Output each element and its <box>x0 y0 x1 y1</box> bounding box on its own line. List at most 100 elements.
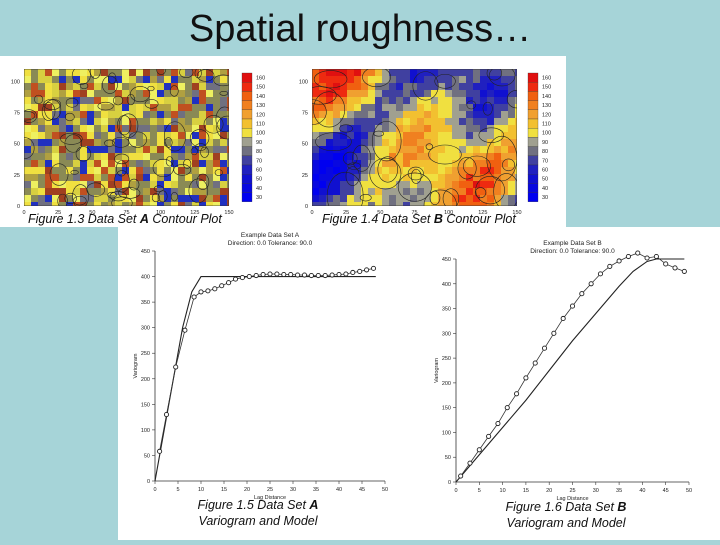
y-tick-label: 450 <box>141 249 150 255</box>
legend-swatch <box>241 109 253 120</box>
data-point <box>569 303 576 309</box>
legend-swatch <box>241 155 253 166</box>
contour-y-tick: 75 <box>302 111 308 117</box>
y-tick-label: 100 <box>442 430 451 436</box>
contour-x-tick: 150 <box>224 210 233 216</box>
y-tick-label: 150 <box>141 402 150 408</box>
contour-x-tick: 150 <box>512 210 521 216</box>
contour-x-tick: 75 <box>123 210 129 216</box>
data-point <box>182 327 188 333</box>
x-tick-label: 10 <box>198 487 204 493</box>
figure-caption-1-5: Figure 1.5 Data Set A Variogram and Mode… <box>197 498 319 528</box>
data-point <box>597 271 604 277</box>
contour-y-tick: 100 <box>299 79 308 85</box>
chart-subtitle: Direction: 0.0 Tolerance: 90.0 <box>228 240 313 247</box>
legend-label: 150 <box>256 85 265 91</box>
figure-caption-1-3: Figure 1.3 Data Set A Contour Plot <box>28 212 222 226</box>
y-tick-label: 50 <box>445 455 451 461</box>
data-point <box>607 263 613 269</box>
contour-x-tick: 125 <box>190 210 199 216</box>
x-tick-label: 40 <box>336 487 342 493</box>
legend-label: 40 <box>542 186 548 192</box>
data-point <box>357 268 363 274</box>
contour-plot-b <box>312 69 517 206</box>
legend-label: 150 <box>542 85 551 91</box>
data-point <box>616 258 622 264</box>
legend-label: 30 <box>542 195 548 201</box>
data-point <box>551 330 557 336</box>
contour-x-tick: 0 <box>22 210 25 216</box>
y-tick-label: 400 <box>442 282 451 288</box>
legend-label: 110 <box>256 122 265 128</box>
variogram-panel: Example Data Set A Direction: 0.0 Toleran… <box>118 227 720 540</box>
figure-caption-1-4: Figure 1.4 Data Set B Contour Plot <box>322 212 516 226</box>
legend-label: 140 <box>256 94 265 100</box>
data-point <box>274 271 280 277</box>
data-point <box>191 294 197 300</box>
data-point <box>504 405 510 411</box>
legend-label: 130 <box>256 103 265 109</box>
data-point <box>579 291 585 297</box>
data-line <box>159 267 374 452</box>
contour-x-tick: 25 <box>55 210 61 216</box>
legend-label: 50 <box>542 177 548 183</box>
legend-label: 100 <box>542 131 551 137</box>
x-tick-label: 35 <box>313 487 319 493</box>
x-tick-label: 30 <box>290 487 296 493</box>
legend-swatch <box>527 109 539 120</box>
contour-y-tick: 50 <box>14 142 20 148</box>
data-point <box>163 412 170 418</box>
legend-swatch <box>527 174 539 184</box>
data-point <box>350 269 356 276</box>
data-point <box>288 271 294 278</box>
y-tick-label: 200 <box>442 381 451 387</box>
data-point <box>239 275 245 281</box>
legend-label: 70 <box>256 158 262 164</box>
x-tick-label: 45 <box>359 487 365 493</box>
x-tick-label: 35 <box>616 488 622 494</box>
legend-swatch <box>527 91 539 101</box>
data-point <box>212 286 218 292</box>
legend-swatch <box>527 137 539 147</box>
data-point <box>467 460 473 466</box>
data-point <box>653 253 659 260</box>
y-tick-label: 0 <box>147 479 150 485</box>
legend-swatch <box>241 82 253 92</box>
x-tick-label: 50 <box>686 488 692 494</box>
data-point <box>246 274 252 280</box>
data-point <box>315 272 321 279</box>
legend-swatch <box>527 155 539 166</box>
legend-swatch <box>241 146 253 156</box>
contour-x-tick: 100 <box>444 210 453 216</box>
y-tick-label: 450 <box>442 257 451 263</box>
data-point <box>301 272 308 278</box>
slide-title: Spatial roughness… <box>188 8 532 50</box>
x-tick-label: 25 <box>569 488 575 494</box>
model-line <box>154 276 376 482</box>
data-point <box>523 375 529 381</box>
y-tick-label: 250 <box>141 351 150 357</box>
legend-swatch <box>241 91 253 101</box>
legend-label: 50 <box>256 177 262 183</box>
data-point <box>267 271 273 277</box>
x-tick-label: 45 <box>663 488 669 494</box>
data-point <box>173 364 179 370</box>
legend-swatch <box>527 192 539 202</box>
legend-swatch <box>241 100 253 110</box>
model-line <box>455 258 685 483</box>
data-point <box>322 272 328 279</box>
data-point <box>663 261 669 267</box>
contour-y-tick: 75 <box>14 111 20 117</box>
x-tick-label: 5 <box>176 487 179 493</box>
contour-x-tick: 100 <box>156 210 165 216</box>
legend-label: 80 <box>542 149 548 155</box>
legend-label: 90 <box>542 140 548 146</box>
legend-label: 120 <box>256 112 265 118</box>
contour-y-tick: 0 <box>17 204 20 210</box>
data-point <box>635 250 641 256</box>
y-tick-label: 50 <box>144 453 150 459</box>
data-point <box>205 288 211 294</box>
data-point <box>644 255 650 261</box>
contour-x-tick: 0 <box>310 210 313 216</box>
